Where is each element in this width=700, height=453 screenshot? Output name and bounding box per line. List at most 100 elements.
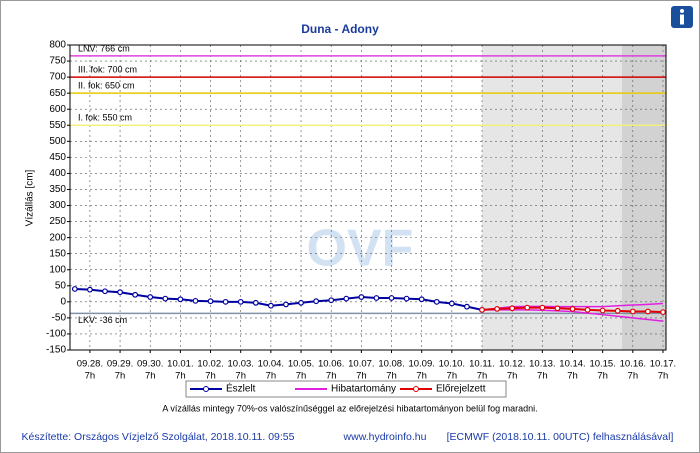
series-marker <box>237 298 244 305</box>
legend-label: Hibatartomány <box>331 384 396 395</box>
series-marker <box>207 298 214 305</box>
y-tick-label: 250 <box>49 216 66 227</box>
y-tick-label: 400 <box>49 168 66 179</box>
x-tick-label: 10.07. <box>348 359 374 370</box>
series-marker <box>132 291 139 298</box>
series-marker <box>222 298 229 305</box>
x-tick-label: 10.03. <box>228 359 254 370</box>
y-tick-label: 700 <box>49 72 66 83</box>
x-tick-label: 10.14. <box>559 359 585 370</box>
x-tick-sublabel: 7h <box>507 371 518 382</box>
x-tick-sublabel: 7h <box>537 371 548 382</box>
series-marker <box>660 309 666 316</box>
series-marker <box>298 299 304 306</box>
x-tick-sublabel: 7h <box>235 371 246 382</box>
note: A vízállás mintegy 70%-os valószínűségge… <box>162 403 537 413</box>
y-axis-label: Vízállás [cm] <box>25 169 36 226</box>
series-marker <box>358 294 365 300</box>
series-marker <box>343 295 350 302</box>
series-marker <box>177 296 184 303</box>
legend-marker <box>413 386 419 392</box>
y-tick-label: 200 <box>49 232 66 243</box>
y-tick-label: 350 <box>49 184 66 195</box>
footer-site[interactable]: www.hydroinfo.hu <box>343 431 427 443</box>
x-tick-label: 10.04. <box>258 359 284 370</box>
info-icon[interactable] <box>671 6 693 28</box>
x-tick-sublabel: 7h <box>658 371 669 382</box>
x-tick-label: 10.15. <box>589 359 615 370</box>
series-marker <box>645 308 651 315</box>
y-tick-label: 100 <box>49 264 66 275</box>
x-tick-label: 10.05. <box>288 359 314 370</box>
series-marker <box>509 305 516 312</box>
forecast-shade-dark <box>622 45 666 350</box>
series-marker <box>569 306 576 312</box>
footer-author: Készítette: Országos Vízjelző Szolgálat,… <box>22 431 295 443</box>
series-marker <box>87 286 93 293</box>
y-tick-label: 300 <box>49 200 66 211</box>
y-tick-label: -150 <box>46 345 66 356</box>
x-tick-sublabel: 7h <box>115 371 126 382</box>
x-tick-sublabel: 7h <box>266 371 277 382</box>
series-marker <box>448 300 455 307</box>
x-tick-sublabel: 7h <box>205 371 216 382</box>
x-tick-label: 10.11. <box>469 359 495 370</box>
y-tick-label: 500 <box>49 136 66 147</box>
x-tick-sublabel: 7h <box>296 371 307 382</box>
x-tick-sublabel: 7h <box>386 371 397 382</box>
watermark: OVF <box>307 220 414 278</box>
x-tick-label: 10.02. <box>197 359 223 370</box>
x-tick-label: 10.12. <box>499 359 525 370</box>
x-tick-label: 10.06. <box>318 359 344 370</box>
series-marker <box>433 298 440 305</box>
y-tick-label: 150 <box>49 248 66 259</box>
series-marker <box>147 294 154 300</box>
series-marker <box>464 303 470 310</box>
y-tick-label: -100 <box>46 329 66 340</box>
x-tick-sublabel: 7h <box>567 371 578 382</box>
x-tick-sublabel: 7h <box>416 371 427 382</box>
y-tick-label: 750 <box>49 56 66 67</box>
x-tick-label: 10.13. <box>529 359 555 370</box>
plot-border <box>69 44 667 351</box>
y-tick-label: 550 <box>49 120 66 131</box>
y-tick-label: 600 <box>49 104 66 115</box>
y-tick-label: 800 <box>49 40 66 51</box>
series-marker <box>388 295 395 301</box>
y-tick-label: 0 <box>60 296 66 307</box>
x-tick-label: 09.30. <box>137 359 163 370</box>
series-line <box>74 288 483 311</box>
x-tick-label: 10.01. <box>167 359 193 370</box>
x-tick-label: 10.17. <box>650 359 676 370</box>
x-tick-sublabel: 7h <box>597 371 608 382</box>
threshold-label: LNV: 766 cm <box>78 43 130 53</box>
series-marker <box>252 299 259 306</box>
threshold-label: I. fok: 550 cm <box>78 113 132 123</box>
x-tick-label: 10.09. <box>408 359 434 370</box>
x-tick-sublabel: 7h <box>145 371 156 382</box>
series-marker <box>584 306 591 313</box>
series-marker <box>328 297 335 304</box>
legend-box <box>185 380 507 398</box>
x-tick-sublabel: 7h <box>85 371 96 382</box>
x-tick-sublabel: 7h <box>447 371 458 382</box>
y-tick-label: 50 <box>55 280 67 291</box>
y-tick-label: 450 <box>49 152 66 163</box>
series-marker <box>373 295 380 301</box>
threshold-label: III. fok: 700 cm <box>78 64 137 74</box>
series-marker <box>418 296 425 303</box>
x-tick-label: 09.28. <box>77 359 103 370</box>
x-tick-sublabel: 7h <box>477 371 488 382</box>
series-marker <box>313 298 320 305</box>
series-marker <box>283 301 289 308</box>
series-marker <box>71 286 78 292</box>
series-marker <box>599 307 606 314</box>
chart-title: Duna - Adony <box>301 22 379 36</box>
footer-source: [ECMWF (2018.10.11. 00UTC) felhasználásá… <box>447 431 674 443</box>
series-marker <box>117 289 123 296</box>
series-marker <box>102 288 108 295</box>
series-marker <box>614 307 621 314</box>
y-tick-label: 650 <box>49 88 66 99</box>
legend-marker <box>203 386 209 392</box>
